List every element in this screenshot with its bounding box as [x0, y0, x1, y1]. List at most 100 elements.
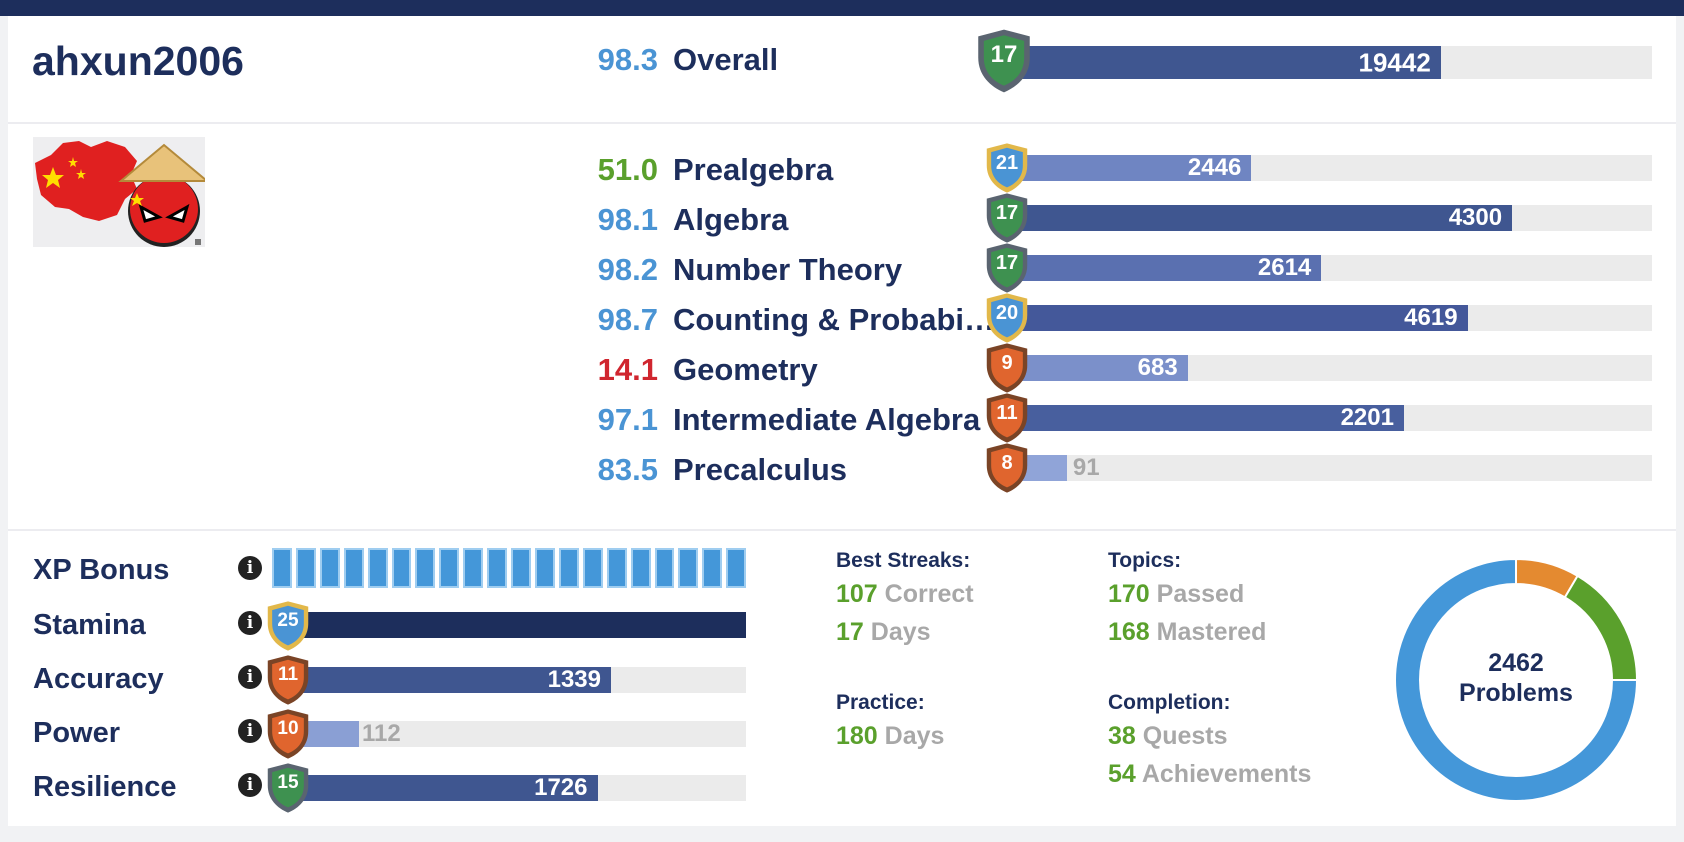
subjects-divider [8, 529, 1676, 531]
accuracy-fill: 1339 [296, 666, 611, 693]
xp-bonus-cell [558, 548, 579, 588]
xp-bonus-cell [272, 548, 292, 588]
stamina-level-number: 25 [277, 610, 299, 631]
xp-bonus-cell [295, 548, 316, 588]
xp-bonus-cell [582, 548, 603, 588]
subject-xp-bar: 2446 [1016, 154, 1652, 181]
subject-name[interactable]: Algebra [673, 202, 789, 237]
subject-xp-fill: 2446 [1016, 154, 1252, 181]
subject-xp-bar: 683 [1016, 354, 1652, 381]
subject-level-shield-icon: 17 [985, 242, 1029, 294]
subject-xp-bar: 2614 [1016, 254, 1652, 281]
xp-bonus-meter [272, 548, 747, 588]
subject-name[interactable]: Number Theory [673, 252, 903, 287]
xp-bonus-cell [319, 548, 340, 588]
subject-xp-value: 91 [1072, 454, 1100, 481]
topics-passed: 170 Passed [1108, 580, 1244, 609]
resilience-fill: 1726 [296, 774, 598, 801]
best-streak-correct-label: Correct [884, 580, 974, 608]
username[interactable]: ahxun2006 [32, 38, 244, 84]
problems-caption: Problems [1459, 679, 1573, 707]
subject-level-shield-icon: 8 [985, 442, 1029, 494]
problems-donut-label: 2462 Problems [1393, 648, 1639, 708]
resilience-info-icon[interactable]: i [238, 773, 262, 797]
subject-level-number: 17 [995, 252, 1019, 274]
resilience-level-shield-icon: 15 [266, 762, 310, 814]
subject-rating: 51.0 [597, 152, 658, 187]
xp-bonus-cell [391, 548, 412, 588]
xp-bonus-label: XP Bonus [33, 554, 170, 586]
power-info-icon[interactable]: i [238, 719, 262, 743]
xp-bonus-cell [343, 548, 364, 588]
completion-quests: 38 Quests [1108, 722, 1228, 751]
accuracy-level-shield-icon: 11 [266, 654, 310, 706]
subject-rating: 83.5 [597, 452, 658, 487]
xp-bonus-cell [630, 548, 651, 588]
subject-name[interactable]: Prealgebra [673, 152, 834, 187]
overall-xp-value: 19442 [1358, 47, 1431, 77]
subject-level-shield-icon: 20 [985, 292, 1029, 344]
user-avatar[interactable] [33, 137, 205, 247]
accuracy-bar: 1339 [296, 666, 746, 693]
completion-achievements: 54 Achievements [1108, 760, 1311, 789]
power-label: Power [33, 717, 121, 749]
topics-mastered-number: 168 [1108, 618, 1150, 646]
xp-bonus-cell [606, 548, 627, 588]
topics-heading: Topics: [1108, 549, 1182, 572]
subject-xp-bar: 2201 [1016, 404, 1652, 431]
best-streak-days: 17 Days [836, 618, 931, 647]
subject-rating: 97.1 [597, 402, 658, 437]
topics-mastered: 168 Mastered [1108, 618, 1266, 647]
resilience-label: Resilience [33, 771, 177, 803]
best-streak-days-label: Days [870, 618, 931, 646]
subject-level-shield-icon: 9 [985, 342, 1029, 394]
subject-rating: 14.1 [597, 352, 658, 387]
accuracy-value: 1339 [547, 666, 601, 693]
overall-xp-bar: 19442 [1012, 46, 1652, 79]
subject-name[interactable]: Precalculus [673, 452, 848, 487]
xp-bonus-cell [463, 548, 484, 588]
accuracy-level-number: 11 [277, 664, 299, 685]
subject-name[interactable]: Counting & Probabi… [673, 302, 996, 337]
power-level-shield-icon: 10 [266, 708, 310, 760]
problems-donut-chart [1393, 557, 1639, 803]
stamina-bar [296, 612, 746, 638]
subject-xp-fill: 2614 [1016, 254, 1322, 281]
power-level-number: 10 [277, 718, 299, 739]
subject-xp-value: 4300 [1448, 204, 1503, 231]
xp-bonus-cell [511, 548, 531, 588]
stamina-info-icon[interactable]: i [238, 611, 262, 635]
topics-passed-label: Passed [1156, 580, 1245, 608]
best-streak-days-number: 17 [836, 618, 864, 646]
subject-level-shield-icon: 17 [985, 192, 1029, 244]
stamina-fill [296, 612, 746, 638]
xp-bonus-cell [367, 548, 388, 588]
xp-bonus-info-icon[interactable]: i [238, 556, 262, 580]
subject-xp-bar: 91 [1016, 454, 1652, 481]
subject-level-number: 8 [1001, 452, 1013, 474]
subject-xp-bar: 4300 [1016, 204, 1652, 231]
overall-level-shield-icon: 17 [976, 28, 1032, 94]
stamina-level-shield-icon: 25 [266, 600, 310, 652]
completion-heading: Completion: [1108, 691, 1231, 714]
subject-rating: 98.7 [597, 302, 658, 337]
accuracy-info-icon[interactable]: i [238, 665, 262, 689]
xp-bonus-cell [702, 548, 723, 588]
donut-segment [1394, 557, 1639, 802]
subject-name[interactable]: Geometry [673, 352, 818, 387]
subject-xp-fill: 683 [1016, 354, 1188, 381]
subject-level-number: 20 [995, 302, 1019, 324]
subject-name[interactable]: Intermediate Algebra [673, 402, 981, 437]
overall-label: Overall [673, 42, 779, 77]
stamina-label: Stamina [33, 609, 146, 641]
subject-rating: 98.1 [597, 202, 658, 237]
xp-bonus-cell [487, 548, 508, 588]
best-streak-correct-number: 107 [836, 580, 878, 608]
practice-days-number: 180 [836, 722, 878, 750]
accuracy-label: Accuracy [33, 663, 164, 695]
subject-level-shield-icon: 21 [985, 142, 1029, 194]
completion-achievements-label: Achievements [1141, 760, 1312, 788]
subject-level-number: 11 [996, 402, 1018, 424]
completion-achievements-number: 54 [1108, 760, 1136, 788]
practice-days: 180 Days [836, 722, 944, 751]
